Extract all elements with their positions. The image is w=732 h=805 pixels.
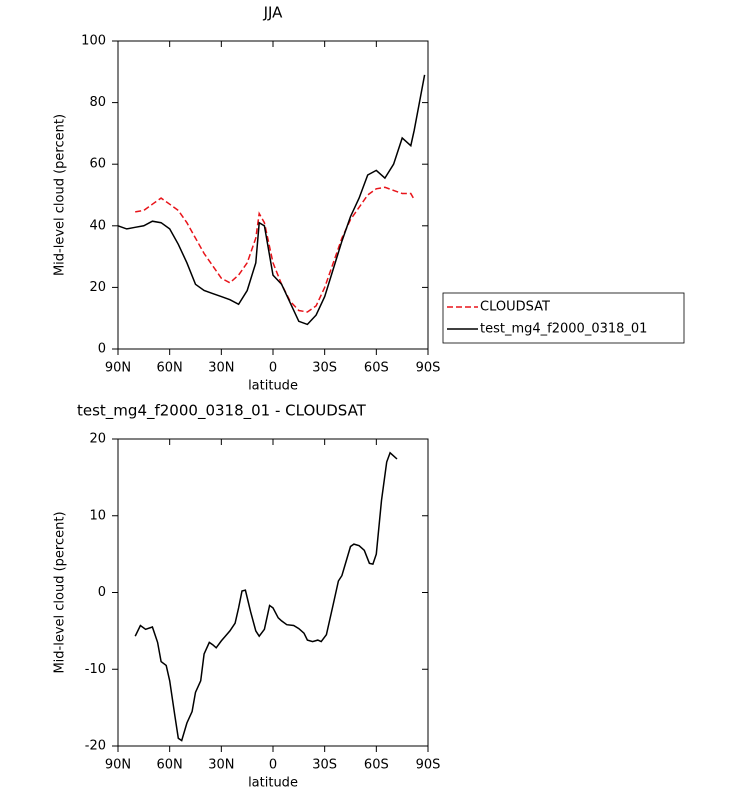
x-tick-label: 90S [416, 758, 441, 773]
x-tick-label: 60S [364, 361, 389, 376]
x-tick-label: 90N [105, 758, 131, 773]
plot-frame [117, 438, 429, 747]
x-tick-label: 30N [208, 361, 234, 376]
x-tick-label: 90S [416, 361, 441, 376]
y-tick-label: -20 [85, 739, 106, 754]
legend-box [442, 292, 685, 344]
plot-frame [117, 40, 429, 350]
chart-title: JJA [263, 4, 284, 22]
y-tick-label: 100 [81, 34, 106, 49]
y-tick-label: 0 [98, 585, 106, 600]
x-tick-label: 30S [312, 361, 337, 376]
y-tick-label: -10 [85, 662, 106, 677]
x-axis-label: latitude [248, 379, 298, 394]
data-line [135, 186, 415, 313]
data-line [134, 451, 398, 742]
chart-title: test_mg4_f2000_0318_01 - CLOUDSAT [77, 402, 367, 421]
x-tick-label: 30S [312, 758, 337, 773]
y-axis-label: Mid-level cloud (percent) [53, 114, 68, 276]
y-axis-label: Mid-level cloud (percent) [53, 511, 68, 673]
data-line [117, 74, 426, 326]
y-tick-label: 20 [89, 432, 106, 447]
x-axis-label: latitude [248, 776, 298, 791]
y-tick-label: 80 [89, 95, 106, 110]
x-tick-label: 0 [269, 758, 277, 773]
y-tick-label: 60 [89, 157, 106, 172]
x-tick-label: 30N [208, 758, 234, 773]
y-tick-label: 10 [89, 508, 106, 523]
y-tick-label: 20 [89, 280, 106, 295]
x-tick-label: 60N [157, 758, 183, 773]
y-tick-label: 40 [89, 218, 106, 233]
x-tick-label: 60S [364, 758, 389, 773]
x-tick-label: 90N [105, 361, 131, 376]
y-tick-label: 0 [98, 342, 106, 357]
x-tick-label: 60N [157, 361, 183, 376]
legend-label: test_mg4_f2000_0318_01 [480, 322, 647, 337]
x-tick-label: 0 [269, 361, 277, 376]
legend-label: CLOUDSAT [480, 300, 550, 315]
